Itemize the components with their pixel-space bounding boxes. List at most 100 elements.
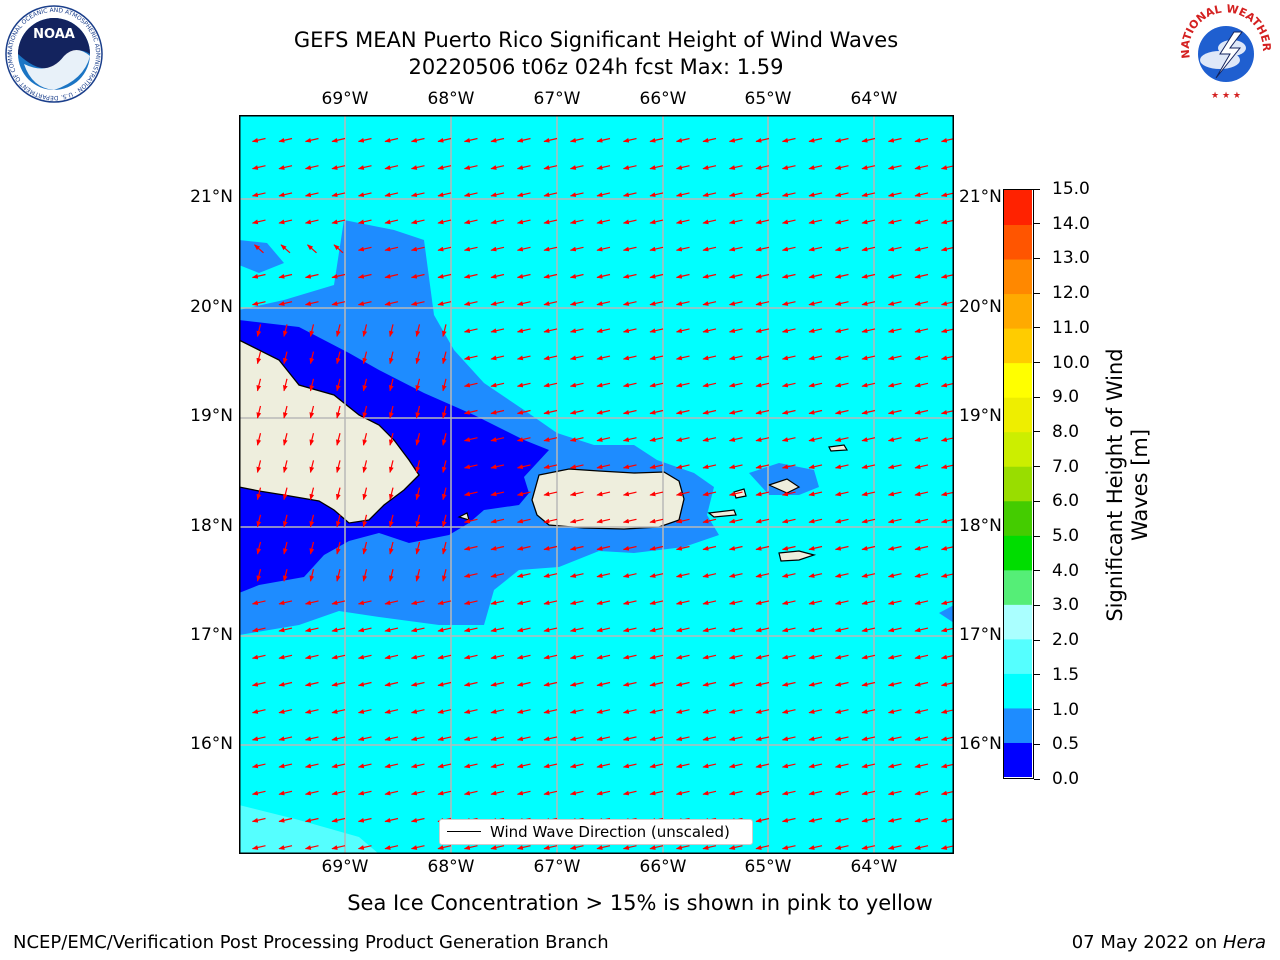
colorbar-segment xyxy=(1004,190,1032,226)
wave-direction-arrow xyxy=(622,273,637,279)
wave-direction-arrow xyxy=(596,491,611,497)
wave-direction-arrow xyxy=(914,790,929,796)
wave-direction-arrow xyxy=(675,409,690,415)
wave-direction-arrow xyxy=(755,845,770,850)
wave-direction-arrow xyxy=(331,137,346,143)
wave-direction-arrow xyxy=(940,681,954,687)
wave-direction-arrow xyxy=(755,192,770,198)
wave-direction-arrow xyxy=(463,192,478,198)
wave-direction-arrow xyxy=(410,301,425,306)
wave-direction-arrow xyxy=(490,382,505,388)
wave-direction-arrow xyxy=(569,736,584,742)
lat-tick-right: 19°N xyxy=(959,406,1002,426)
wave-direction-arrow xyxy=(282,541,288,555)
wave-direction-arrow xyxy=(781,137,796,143)
wave-direction-arrow xyxy=(278,165,293,170)
wave-direction-arrow xyxy=(278,763,293,769)
wave-direction-arrow xyxy=(516,219,531,225)
wave-direction-arrow xyxy=(251,790,266,796)
wave-direction-arrow xyxy=(384,600,399,606)
wave-direction-arrow xyxy=(543,790,558,796)
wave-direction-arrow xyxy=(490,573,505,578)
colorbar-tick-label: 8.0 xyxy=(1052,421,1080,442)
colorbar-tick-mark xyxy=(1034,709,1040,711)
wave-direction-arrow xyxy=(728,654,743,660)
wave-direction-arrow xyxy=(543,709,558,714)
wave-direction-arrow xyxy=(940,763,954,769)
wave-direction-arrow xyxy=(543,627,558,633)
wave-direction-arrow xyxy=(596,165,611,170)
wave-direction-arrow xyxy=(490,709,505,714)
wave-direction-arrow xyxy=(887,817,902,823)
map-frame xyxy=(239,115,954,854)
wave-direction-arrow xyxy=(940,301,954,306)
wave-direction-arrow xyxy=(649,681,664,687)
colorbar-segment xyxy=(1004,362,1032,398)
wave-direction-arrow xyxy=(463,790,478,796)
wave-direction-arrow xyxy=(282,487,288,501)
wave-direction-arrow xyxy=(702,763,717,769)
colorbar-tick-mark xyxy=(1034,535,1040,537)
wave-direction-arrow xyxy=(357,192,372,198)
wave-direction-arrow xyxy=(649,219,664,225)
wave-direction-arrow xyxy=(702,654,717,660)
wave-direction-arrow xyxy=(516,464,531,470)
wave-direction-arrow xyxy=(702,736,717,742)
wave-direction-arrow xyxy=(861,654,876,660)
wave-direction-arrow xyxy=(834,627,849,633)
wave-direction-arrow xyxy=(331,709,346,714)
wave-direction-arrow xyxy=(675,437,690,442)
wave-direction-arrow xyxy=(834,518,849,524)
wave-direction-arrow xyxy=(808,654,823,660)
noaa-logo: NOAA NATIONAL OCEANIC AND ATMOSPHERIC AD… xyxy=(2,0,104,104)
wave-direction-arrow xyxy=(887,681,902,687)
wave-direction-arrow xyxy=(808,681,823,687)
wave-direction-arrow xyxy=(861,165,876,170)
wave-direction-arrow xyxy=(278,627,293,633)
wave-direction-arrow xyxy=(463,709,478,714)
wave-direction-arrow xyxy=(675,545,690,551)
wave-direction-arrow xyxy=(331,736,346,742)
wave-direction-arrow xyxy=(596,273,611,279)
wave-direction-arrow xyxy=(278,219,293,225)
colorbar-tick-label: 9.0 xyxy=(1052,387,1080,408)
wave-direction-arrow xyxy=(410,219,425,225)
wave-direction-arrow xyxy=(834,437,849,442)
wave-direction-arrow xyxy=(596,246,611,252)
wave-direction-arrow xyxy=(357,817,372,823)
wave-direction-arrow xyxy=(437,736,452,742)
wave-direction-arrow xyxy=(335,405,341,419)
wave-direction-arrow xyxy=(622,627,637,633)
wave-direction-arrow xyxy=(622,600,637,606)
wave-direction-arrow xyxy=(569,165,584,170)
wave-direction-arrow xyxy=(702,165,717,170)
wave-direction-arrow xyxy=(463,328,478,334)
wave-direction-arrow xyxy=(940,518,954,524)
wave-direction-arrow xyxy=(569,573,584,578)
wave-direction-arrow xyxy=(388,351,394,365)
wave-direction-arrow xyxy=(728,273,743,279)
wave-direction-arrow xyxy=(490,273,505,279)
wave-direction-arrow xyxy=(490,355,505,361)
wave-direction-arrow xyxy=(441,569,447,582)
colorbar-tick-mark xyxy=(1034,292,1040,294)
wave-direction-arrow xyxy=(304,219,319,225)
wave-direction-arrow xyxy=(834,328,849,334)
wave-direction-arrow xyxy=(940,709,954,714)
wave-direction-arrow xyxy=(362,541,368,555)
colorbar-label-line1: Significant Height of Wind xyxy=(1103,348,1127,622)
wave-direction-arrow xyxy=(516,491,531,497)
wave-direction-arrow xyxy=(755,763,770,769)
wave-direction-arrow xyxy=(331,627,346,633)
wave-direction-arrow xyxy=(516,681,531,687)
wave-direction-arrow xyxy=(675,382,690,388)
wave-direction-arrow xyxy=(622,137,637,143)
wave-direction-arrow xyxy=(914,817,929,823)
wave-direction-arrow xyxy=(675,219,690,225)
wave-direction-arrow xyxy=(781,763,796,769)
wave-direction-arrow xyxy=(649,573,664,578)
wave-direction-arrow xyxy=(622,464,637,470)
colorbar-tick-mark xyxy=(1034,188,1040,190)
wave-direction-arrow xyxy=(516,273,531,279)
wave-direction-arrow xyxy=(251,845,266,850)
